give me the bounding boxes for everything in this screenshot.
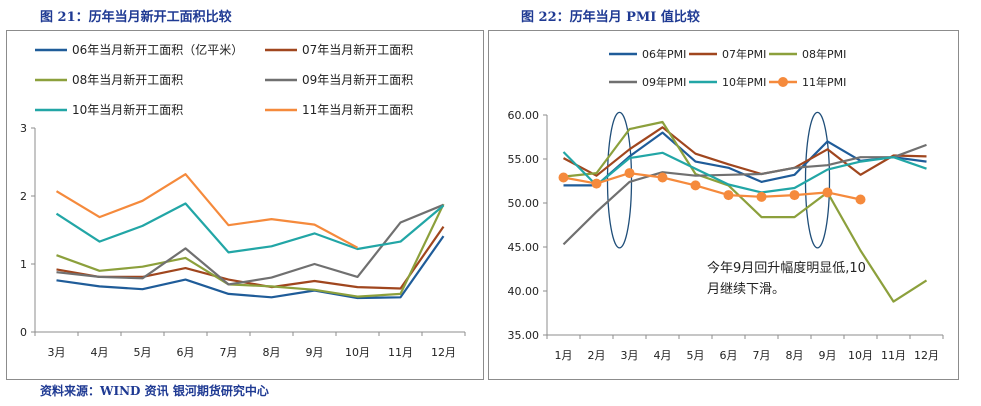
series-line: [563, 172, 861, 201]
x-tick-label: 6月: [720, 349, 738, 362]
x-tick-label: 9月: [819, 349, 837, 362]
legend-label: 07年当月新开工面积: [302, 42, 413, 57]
pmi-chart: 35.00 40.00 45.00 50.00 55.00 60.00 1月 2月 3月 4月 5月…: [508, 47, 944, 362]
x-tick-label: 11月: [388, 346, 413, 359]
legend-label: 11年当月新开工面积: [302, 102, 413, 117]
x-tick-label: 4月: [654, 349, 672, 362]
figure-21-title: 图 21：历年当月新开工面积比较: [40, 10, 232, 25]
source-note: 资料来源：WIND 资讯 银河期货研究中心: [40, 384, 269, 398]
y-tick-label: 55.00: [508, 153, 540, 166]
y-tick-label: 3: [20, 122, 27, 135]
new-construction-chart: 0 1 2 3 3月 4月 5月 6月 7月 8月 9月 10月 11月 12月 06年当月新开工面积（亿平…: [20, 42, 466, 359]
x-tick-label: 3月: [621, 349, 639, 362]
x-tick-label: 7月: [220, 346, 238, 359]
x-tick-label: 12月: [431, 346, 456, 359]
legend-label: 07年PMI: [722, 47, 766, 61]
series-line: [55, 202, 445, 254]
series-line: [562, 126, 927, 177]
series-line: [56, 235, 445, 300]
series-line: [562, 143, 927, 246]
series-marker: [789, 190, 800, 201]
y-tick-label: 40.00: [508, 285, 540, 298]
x-tick-label: 8月: [263, 346, 281, 359]
y-tick-label: 60.00: [508, 109, 540, 122]
legend-label: 09年当月新开工面积: [302, 72, 413, 87]
legend-label: 06年PMI: [642, 47, 686, 61]
series-marker: [756, 191, 767, 202]
x-tick-label: 2月: [588, 349, 606, 362]
series-line: [563, 120, 928, 303]
series-marker: [723, 190, 734, 201]
x-tick-label: 10月: [345, 346, 370, 359]
series-marker: [855, 194, 866, 205]
legend-label: 10年当月新开工面积: [72, 102, 183, 117]
series-marker: [657, 172, 668, 183]
series-line: [562, 151, 927, 194]
legend-label: 10年PMI: [722, 75, 766, 89]
x-tick-label: 11月: [881, 349, 906, 362]
x-tick-label: 4月: [91, 346, 109, 359]
x-tick-label: 6月: [177, 346, 195, 359]
series-line: [55, 173, 359, 249]
y-tick-label: 2: [20, 190, 27, 203]
x-tick-label: 5月: [134, 346, 152, 359]
figure-22-title: 图 22：历年当月 PMI 值比较: [521, 10, 700, 25]
y-tick-label: 45.00: [508, 241, 540, 254]
legend-label: 09年PMI: [642, 75, 686, 89]
pmi-chart-panel: 35.00 40.00 45.00 50.00 55.00 60.00 1月 2月 3月 4月 5月…: [488, 30, 959, 380]
y-tick-label: 35.00: [508, 329, 540, 342]
y-tick-label: 50.00: [508, 197, 540, 210]
new-construction-chart-panel: 0 1 2 3 3月 4月 5月 6月 7月 8月 9月 10月 11月 12月 06年当月新开工面积（亿平…: [6, 30, 484, 380]
highlight-ellipse: [804, 111, 831, 249]
x-tick-label: 1月: [555, 349, 573, 362]
series-line: [56, 203, 445, 298]
series-line: [56, 203, 444, 286]
x-tick-label: 12月: [914, 349, 939, 362]
series-marker: [822, 187, 833, 198]
x-tick-label: 10月: [848, 349, 873, 362]
legend-label: 06年当月新开工面积（亿平米）: [72, 42, 243, 57]
x-tick-label: 3月: [48, 346, 66, 359]
legend-label: 08年当月新开工面积: [72, 72, 183, 87]
y-tick-label: 1: [20, 258, 27, 271]
annotation-text: 月继续下滑。: [707, 282, 785, 297]
x-tick-label: 5月: [687, 349, 705, 362]
series-marker: [624, 168, 635, 179]
legend-marker: [778, 77, 788, 87]
legend-label: 08年PMI: [802, 47, 846, 61]
series-marker: [591, 178, 602, 189]
x-tick-label: 9月: [306, 346, 324, 359]
x-tick-label: 8月: [786, 349, 804, 362]
series-marker: [690, 180, 701, 191]
y-tick-label: 0: [20, 326, 27, 339]
legend-label: 11年PMI: [802, 75, 846, 89]
series-marker: [558, 172, 569, 183]
x-tick-label: 7月: [753, 349, 771, 362]
annotation-text: 今年9月回升幅度明显低,10: [707, 260, 866, 276]
